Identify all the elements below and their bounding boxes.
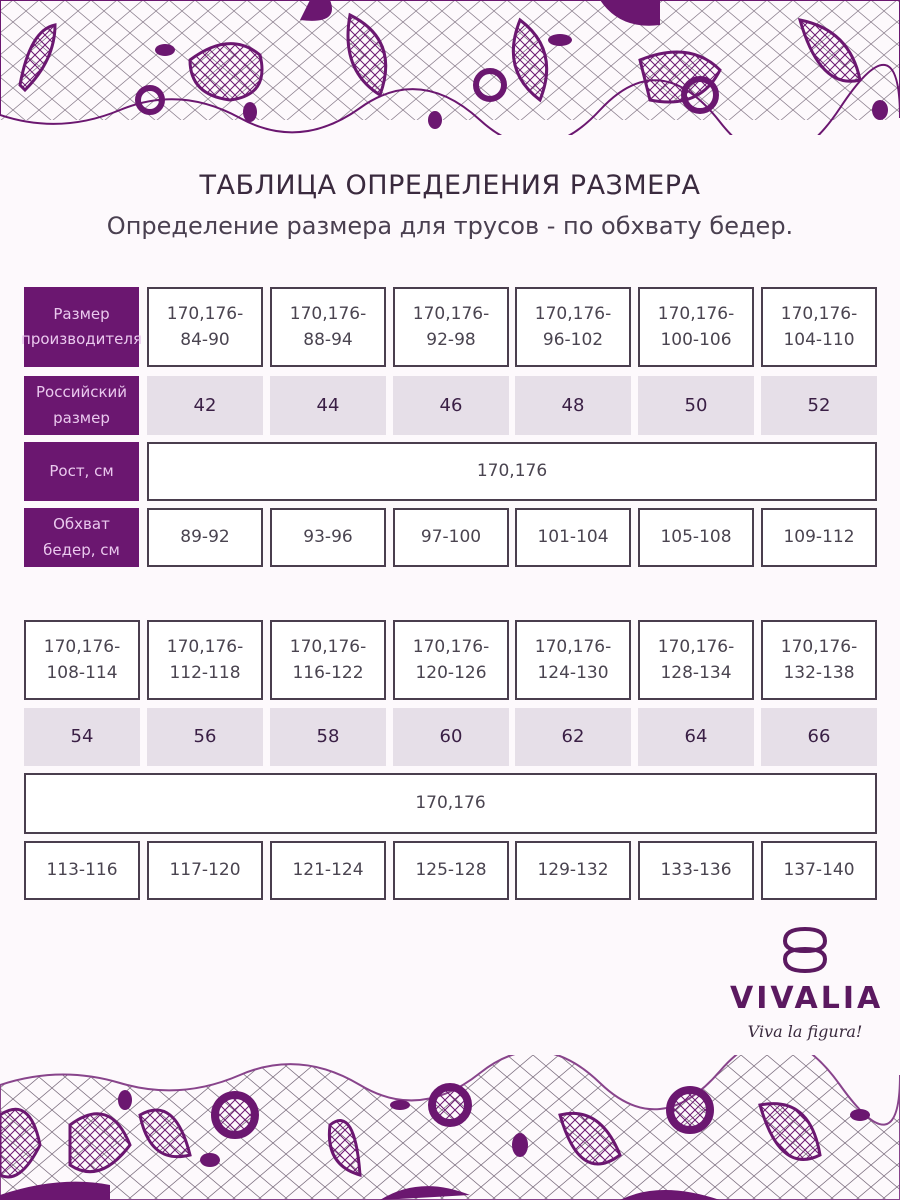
hip-girth-cell: 89-92 bbox=[147, 508, 263, 567]
russian-size-cell: 54 bbox=[24, 708, 140, 766]
russian-size-cell: 52 bbox=[761, 376, 877, 435]
manufacturer-size-cell: 170,176- 104-110 bbox=[761, 287, 877, 367]
row-label-hip-girth: Обхват бедер, см bbox=[24, 508, 139, 567]
manufacturer-size-cell: 170,176- 108-114 bbox=[24, 620, 140, 700]
height-cell: 170,176 bbox=[24, 773, 877, 834]
height-cell: 170,176 bbox=[147, 442, 877, 501]
row-label-height: Рост, см bbox=[24, 442, 139, 501]
hip-girth-cell: 137-140 bbox=[761, 841, 877, 900]
manufacturer-size-cell: 170,176- 112-118 bbox=[147, 620, 263, 700]
manufacturer-size-cell: 170,176- 116-122 bbox=[270, 620, 386, 700]
russian-size-cell: 66 bbox=[761, 708, 877, 766]
lace-pattern-icon bbox=[0, 0, 900, 135]
hip-girth-cell: 105-108 bbox=[638, 508, 754, 567]
manufacturer-size-cell: 170,176- 128-134 bbox=[638, 620, 754, 700]
russian-size-cell: 44 bbox=[270, 376, 386, 435]
row-label-russian-size: Российский размер bbox=[24, 376, 139, 435]
hip-girth-cell: 133-136 bbox=[638, 841, 754, 900]
hip-girth-cell: 97-100 bbox=[393, 508, 509, 567]
lace-border-top bbox=[0, 0, 900, 135]
brand-tagline: Viva la figura! bbox=[747, 1022, 863, 1041]
brand-name: VIVALIA bbox=[730, 981, 884, 1016]
russian-size-cell: 46 bbox=[393, 376, 509, 435]
hip-girth-cell: 117-120 bbox=[147, 841, 263, 900]
russian-size-cell: 42 bbox=[147, 376, 263, 435]
manufacturer-size-cell: 170,176- 92-98 bbox=[393, 287, 509, 367]
manufacturer-size-cell: 170,176- 88-94 bbox=[270, 287, 386, 367]
lace-border-bottom bbox=[0, 1055, 900, 1200]
manufacturer-size-cell: 170,176- 120-126 bbox=[393, 620, 509, 700]
page-subtitle: Определение размера для трусов - по обхв… bbox=[106, 212, 794, 240]
russian-size-cell: 50 bbox=[638, 376, 754, 435]
manufacturer-size-cell: 170,176- 124-130 bbox=[515, 620, 631, 700]
hip-girth-cell: 109-112 bbox=[761, 508, 877, 567]
vivalia-emblem-icon bbox=[782, 926, 828, 974]
russian-size-cell: 58 bbox=[270, 708, 386, 766]
manufacturer-size-cell: 170,176- 96-102 bbox=[515, 287, 631, 367]
hip-girth-cell: 93-96 bbox=[270, 508, 386, 567]
hip-girth-cell: 101-104 bbox=[515, 508, 631, 567]
russian-size-cell: 64 bbox=[638, 708, 754, 766]
hip-girth-cell: 129-132 bbox=[515, 841, 631, 900]
hip-girth-cell: 125-128 bbox=[393, 841, 509, 900]
russian-size-cell: 62 bbox=[515, 708, 631, 766]
row-label-manufacturer-size: Размер производителя bbox=[21, 287, 142, 367]
russian-size-cell: 48 bbox=[515, 376, 631, 435]
hip-girth-cell: 113-116 bbox=[24, 841, 140, 900]
brand-logo: VIVALIA Viva la figura! bbox=[730, 925, 880, 1041]
russian-size-cell: 56 bbox=[147, 708, 263, 766]
manufacturer-size-cell: 170,176- 132-138 bbox=[761, 620, 877, 700]
manufacturer-size-cell: 170,176- 84-90 bbox=[147, 287, 263, 367]
page-title: ТАБЛИЦА ОПРЕДЕЛЕНИЯ РАЗМЕРА bbox=[199, 170, 701, 201]
russian-size-cell: 60 bbox=[393, 708, 509, 766]
manufacturer-size-cell: 170,176- 100-106 bbox=[638, 287, 754, 367]
lace-pattern-icon bbox=[0, 1055, 900, 1200]
hip-girth-cell: 121-124 bbox=[270, 841, 386, 900]
